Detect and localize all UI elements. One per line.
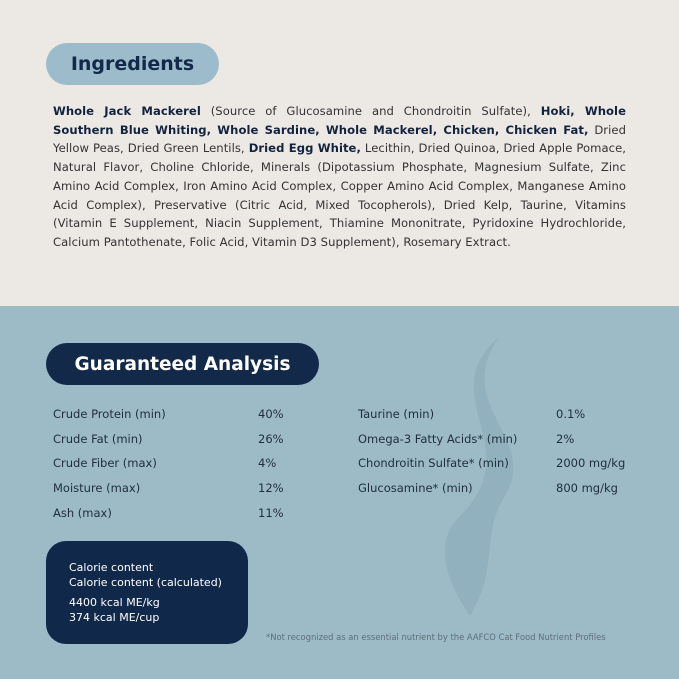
analysis-value: 2000 mg/kg: [556, 456, 626, 471]
analysis-label: Omega-3 Fatty Acids* (min): [358, 431, 518, 446]
analysis-heading: Guaranteed Analysis: [46, 343, 319, 385]
ingredients-section: Ingredients Whole Jack Mackerel (Source …: [0, 0, 679, 306]
calorie-per-cup: 374 kcal ME/cup: [69, 610, 160, 624]
analysis-value: 11%: [258, 505, 284, 520]
analysis-label: Glucosamine* (min): [358, 481, 473, 496]
ingredient-highlight: Dried Egg White,: [248, 141, 361, 156]
ingredient-highlight: Hoki, Whole Southern Blue Whiting, Whole…: [53, 104, 626, 137]
analysis-value: 40%: [258, 407, 284, 421]
analysis-label: Moisture (max): [53, 481, 141, 496]
calorie-calculated-label: Calorie content (calculated): [69, 575, 222, 589]
steam-swirl-icon: [444, 336, 514, 616]
ingredients-heading: Ingredients: [46, 43, 219, 85]
calorie-label: Calorie content: [69, 561, 154, 574]
analysis-value: 800 mg/kg: [556, 481, 618, 496]
ingredient-highlight: Whole Jack Mackerel: [53, 104, 201, 118]
ingredient-text: (Source of Glucosamine and Chondroitin S…: [200, 104, 541, 118]
ingredient-text: Lecithin, Dried Quinoa, Dried Apple Poma…: [53, 141, 626, 249]
calorie-per-kg: 4400 kcal ME/kg: [69, 596, 160, 609]
analysis-section: Guaranteed Analysis: [0, 306, 679, 679]
analysis-value: 12%: [258, 481, 284, 496]
analysis-label: Crude Fat (min): [53, 431, 143, 446]
analysis-label: Taurine (min): [358, 407, 435, 421]
ingredients-text: Whole Jack Mackerel (Source of Glucosami…: [53, 102, 626, 252]
calorie-content-box: Calorie content Calorie content (calcula…: [46, 541, 248, 644]
analysis-label: Chondroitin Sulfate* (min): [358, 456, 509, 471]
analysis-label: Crude Protein (min): [53, 407, 166, 421]
analysis-value: 2%: [556, 431, 575, 446]
ingredient-text: Dried Yellow Peas, Dried Green Lentils,: [53, 122, 626, 156]
analysis-value: 0.1%: [556, 407, 586, 421]
analysis-value: 4%: [258, 456, 277, 471]
analysis-label: Ash (max): [53, 505, 112, 520]
analysis-label: Crude Fiber (max): [53, 456, 157, 471]
footnote: *Not recognized as an essential nutrient…: [266, 632, 606, 642]
analysis-value: 26%: [258, 431, 284, 446]
